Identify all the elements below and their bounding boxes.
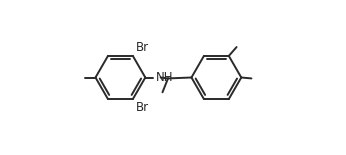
Text: Br: Br: [136, 41, 149, 54]
Text: Br: Br: [136, 101, 149, 114]
Text: NH: NH: [155, 71, 173, 84]
